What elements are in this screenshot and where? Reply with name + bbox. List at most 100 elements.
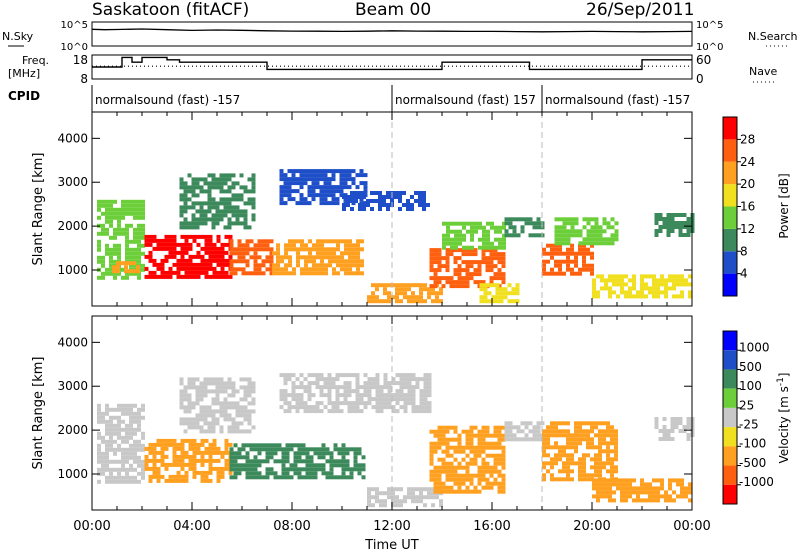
velocity-echo-cell	[273, 459, 278, 464]
velocity-echo-cell	[315, 385, 320, 390]
power-echo-cell	[125, 251, 129, 256]
velocity-echo-cell	[241, 447, 246, 452]
power-echo-cell	[554, 243, 558, 248]
power-echo-cell	[176, 258, 181, 263]
power-echo-cell	[670, 229, 675, 233]
velocity-echo-cell	[137, 411, 141, 416]
velocity-colorbar-swatch	[723, 446, 737, 466]
velocity-echo-cell	[654, 425, 659, 429]
velocity-echo-cell	[109, 443, 113, 448]
velocity-echo-cell	[101, 455, 105, 460]
velocity-echo-cell	[281, 459, 286, 464]
power-echo-cell	[300, 247, 304, 252]
power-echo-cell	[284, 271, 288, 276]
power-echo-cell	[251, 181, 256, 186]
power-echo-cell	[227, 201, 232, 206]
power-echo-cell	[370, 191, 374, 195]
power-echo-cell	[283, 193, 288, 198]
power-echo-cell	[311, 197, 316, 202]
power-echo-cell	[395, 299, 399, 304]
velocity-echo-cell	[433, 449, 438, 454]
velocity-echo-cell	[121, 463, 125, 468]
velocity-echo-cell	[187, 409, 192, 414]
power-echo-cell	[512, 217, 517, 222]
velocity-ytick-label: 2000	[57, 423, 88, 437]
velocity-echo-cell	[594, 461, 598, 466]
power-echo-cell	[156, 262, 161, 267]
power-echo-cell	[490, 241, 494, 246]
power-echo-cell	[660, 278, 664, 283]
power-echo-cell	[461, 260, 466, 265]
power-echo-cell	[453, 260, 458, 265]
power-echo-cell	[502, 241, 506, 246]
power-echo-cell	[296, 255, 300, 260]
velocity-echo-cell	[497, 453, 502, 458]
velocity-echo-cell	[299, 385, 304, 390]
power-echo-cell	[562, 241, 567, 246]
power-echo-cell	[562, 233, 567, 238]
power-echo-cell	[658, 225, 663, 229]
power-echo-cell	[235, 197, 240, 202]
velocity-echo-cell	[283, 381, 288, 386]
velocity-echo-cell	[192, 474, 197, 479]
velocity-echo-cell	[550, 465, 554, 470]
velocity-echo-cell	[293, 459, 298, 464]
velocity-echo-cell	[220, 466, 225, 471]
velocity-echo-cell	[245, 475, 250, 480]
power-echo-cell	[406, 203, 410, 207]
power-echo-cell	[446, 229, 450, 234]
velocity-echo-cell	[285, 475, 290, 480]
velocity-echo-cell	[355, 401, 360, 406]
velocity-echo-cell	[247, 377, 252, 382]
velocity-echo-cell	[465, 485, 470, 490]
power-echo-cell	[418, 191, 422, 195]
velocity-echo-cell	[497, 425, 502, 430]
velocity-echo-cell	[590, 445, 594, 450]
velocity-echo-cell	[289, 463, 294, 468]
power-echo-cell	[490, 221, 494, 226]
velocity-echo-cell	[427, 385, 432, 390]
velocity-echo-cell	[598, 449, 602, 454]
velocity-echo-cell	[97, 443, 101, 448]
velocity-echo-cell	[403, 409, 408, 414]
velocity-echo-cell	[686, 437, 691, 441]
velocity-echo-cell	[203, 421, 208, 426]
velocity-echo-cell	[97, 435, 101, 440]
velocity-echo-cell	[321, 451, 326, 456]
velocity-echo-cell	[399, 405, 404, 410]
power-echo-cell	[598, 225, 603, 230]
power-echo-cell	[520, 217, 525, 222]
power-echo-cell	[656, 290, 660, 295]
velocity-echo-cell	[433, 433, 438, 438]
power-echo-cell	[269, 255, 274, 260]
velocity-echo-cell	[481, 445, 486, 450]
power-echo-cell	[620, 282, 624, 287]
power-colorbar-tick-label: 16	[740, 200, 755, 214]
velocity-echo-cell	[504, 433, 509, 438]
velocity-echo-cell	[501, 433, 506, 438]
power-echo-cell	[203, 201, 208, 206]
velocity-echo-cell	[453, 477, 458, 482]
power-echo-cell	[604, 278, 608, 283]
power-echo-cell	[117, 219, 121, 224]
velocity-echo-cell	[449, 453, 454, 458]
power-echo-cell	[137, 255, 141, 260]
velocity-echo-cell	[437, 485, 442, 490]
velocity-echo-cell	[437, 481, 442, 486]
velocity-echo-cell	[485, 477, 490, 482]
power-echo-cell	[229, 259, 234, 264]
power-echo-cell	[247, 189, 252, 194]
power-echo-cell	[550, 271, 554, 276]
power-echo-cell	[109, 219, 113, 224]
velocity-echo-cell	[317, 447, 322, 452]
velocity-echo-cell	[247, 421, 252, 426]
power-echo-cell	[121, 207, 125, 212]
velocity-echo-cell	[329, 463, 334, 468]
power-echo-cell	[265, 239, 270, 244]
power-echo-cell	[191, 205, 196, 210]
velocity-echo-cell	[321, 471, 326, 476]
velocity-echo-cell	[485, 481, 490, 486]
power-echo-cell	[628, 278, 632, 283]
power-echo-cell	[224, 242, 229, 247]
